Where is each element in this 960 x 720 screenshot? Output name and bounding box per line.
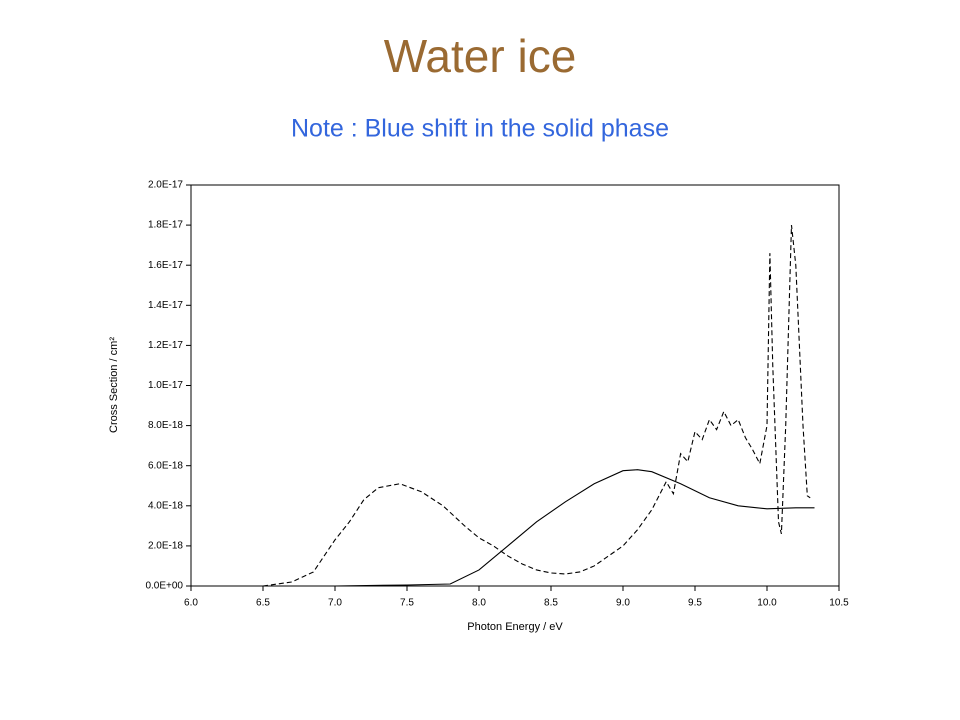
y-tick-label: 1.2E-17 xyxy=(148,340,183,351)
y-tick-label: 1.4E-17 xyxy=(148,300,183,311)
slide-title: Water ice xyxy=(384,30,577,82)
x-tick-label: 7.0 xyxy=(328,598,342,609)
y-tick-label: 4.0E-18 xyxy=(148,500,183,511)
x-tick-label: 6.0 xyxy=(184,598,198,609)
slide-subtitle: Note : Blue shift in the solid phase xyxy=(291,115,669,143)
y-tick-label: 1.8E-17 xyxy=(148,220,183,231)
y-tick-label: 1.6E-17 xyxy=(148,260,183,271)
x-tick-label: 8.5 xyxy=(544,598,558,609)
y-tick-label: 0.0E+00 xyxy=(145,581,183,592)
y-tick-label: 1.0E-17 xyxy=(148,380,183,391)
x-tick-label: 9.0 xyxy=(616,598,630,609)
x-tick-label: 10.5 xyxy=(829,598,849,609)
plot-frame xyxy=(190,184,840,587)
y-tick-label: 2.0E-17 xyxy=(148,180,183,191)
y-tick-label: 2.0E-18 xyxy=(148,541,183,552)
series-line xyxy=(262,225,811,587)
x-tick-label: 7.5 xyxy=(400,598,414,609)
series-line xyxy=(334,469,815,587)
x-tick-label: 6.5 xyxy=(256,598,270,609)
y-tick-label: 8.0E-18 xyxy=(148,420,183,431)
x-tick-label: 10.0 xyxy=(757,598,777,609)
x-tick-label: 8.0 xyxy=(472,598,486,609)
y-tick-label: 6.0E-18 xyxy=(148,460,183,471)
x-axis-label: Photon Energy / eV xyxy=(467,621,563,633)
y-axis-label: Cross Section / cm² xyxy=(108,337,120,433)
x-tick-label: 9.5 xyxy=(688,598,702,609)
